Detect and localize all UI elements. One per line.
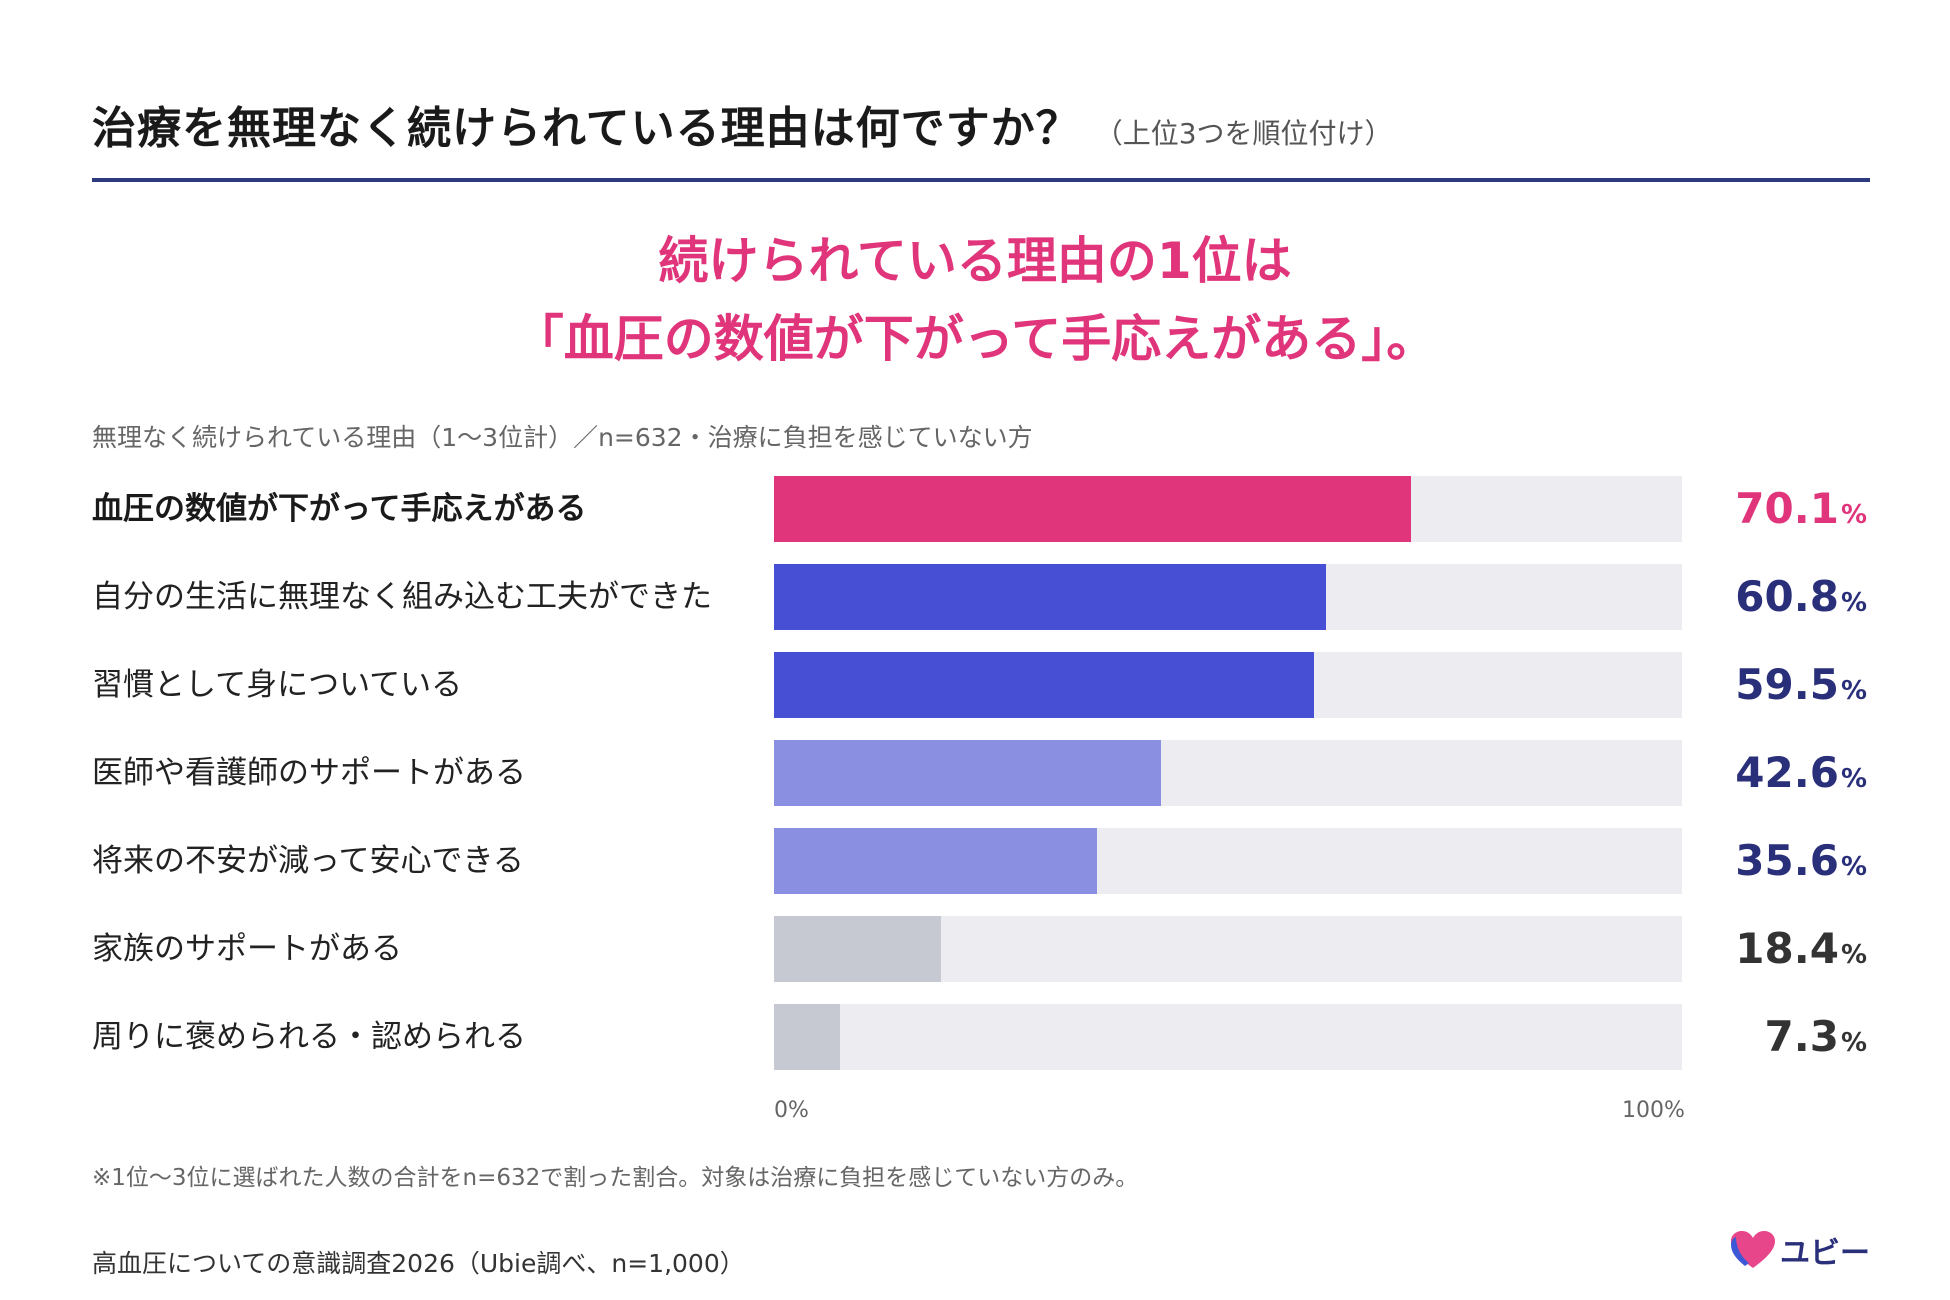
category-label: 将来の不安が減って安心できる [92, 843, 524, 879]
footnote: ※1位〜3位に選ばれた人数の合計をn=632で割った割合。対象は治療に負担を感じ… [92, 1165, 1139, 1191]
headline-line-1: 続けられている理由の1位は [658, 232, 1292, 290]
value-number: 59.5 [1735, 660, 1839, 709]
value-number: 35.6 [1735, 836, 1839, 885]
page-subtitle: （上位3つを順位付け） [1094, 117, 1393, 150]
chart-caption: 無理なく続けられている理由（1〜3位計）／n=632・治療に負担を感じていない方 [92, 423, 1033, 452]
headline: 続けられている理由の1位は 「血圧の数値が下がって手応えがある」。 [0, 222, 1950, 378]
value-label: 42.6% [1735, 752, 1867, 802]
bar [774, 476, 1411, 542]
source-note: 高血圧についての意識調査2026（Ubie調べ、n=1,000） [92, 1249, 745, 1278]
value-label: 60.8% [1735, 576, 1867, 626]
value-number: 7.3 [1764, 1012, 1839, 1061]
category-label: 医師や看護師のサポートがある [92, 755, 526, 791]
value-label: 59.5% [1735, 664, 1867, 714]
category-label: 自分の生活に無理なく組み込む工夫ができた [92, 579, 712, 615]
bar [774, 564, 1327, 630]
value-number: 70.1 [1735, 484, 1839, 533]
bar [774, 828, 1098, 894]
category-label: 周りに褒められる・認められる [92, 1019, 526, 1055]
category-label: 習慣として身についている [92, 667, 463, 703]
value-unit: % [1840, 500, 1867, 530]
value-unit: % [1840, 852, 1867, 882]
title-row: 治療を無理なく続けられている理由は何ですか？ （上位3つを順位付け） [92, 92, 1870, 156]
value-number: 42.6 [1735, 748, 1839, 797]
value-unit: % [1840, 764, 1867, 794]
category-label: 血圧の数値が下がって手応えがある [92, 491, 587, 527]
value-label: 18.4% [1735, 928, 1867, 978]
value-label: 70.1% [1735, 488, 1867, 538]
bar [774, 652, 1315, 718]
title-divider [92, 178, 1870, 182]
bar-track [774, 1004, 1682, 1070]
value-label: 7.3% [1765, 1016, 1867, 1066]
bar [774, 1004, 841, 1070]
value-unit: % [1840, 676, 1867, 706]
x-tick-label-max: 100% [1622, 1098, 1685, 1123]
category-label: 家族のサポートがある [92, 931, 402, 967]
bar [774, 916, 942, 982]
page-title: 治療を無理なく続けられている理由は何ですか？ [92, 103, 1081, 154]
brand-logo: ユビー [1730, 1228, 1870, 1272]
headline-line-2: 「血圧の数値が下がって手応えがある」。 [513, 310, 1437, 368]
value-number: 60.8 [1735, 572, 1839, 621]
bar [774, 740, 1161, 806]
header: 治療を無理なく続けられている理由は何ですか？ （上位3つを順位付け） [92, 92, 1870, 156]
value-number: 18.4 [1735, 924, 1839, 973]
heart-logo-icon [1731, 1231, 1775, 1268]
value-label: 35.6% [1735, 840, 1867, 890]
value-unit: % [1840, 1028, 1867, 1058]
x-tick-label-min: 0% [774, 1098, 809, 1123]
value-unit: % [1840, 940, 1867, 970]
logo-text: ユビー [1780, 1236, 1870, 1271]
value-unit: % [1840, 588, 1867, 618]
